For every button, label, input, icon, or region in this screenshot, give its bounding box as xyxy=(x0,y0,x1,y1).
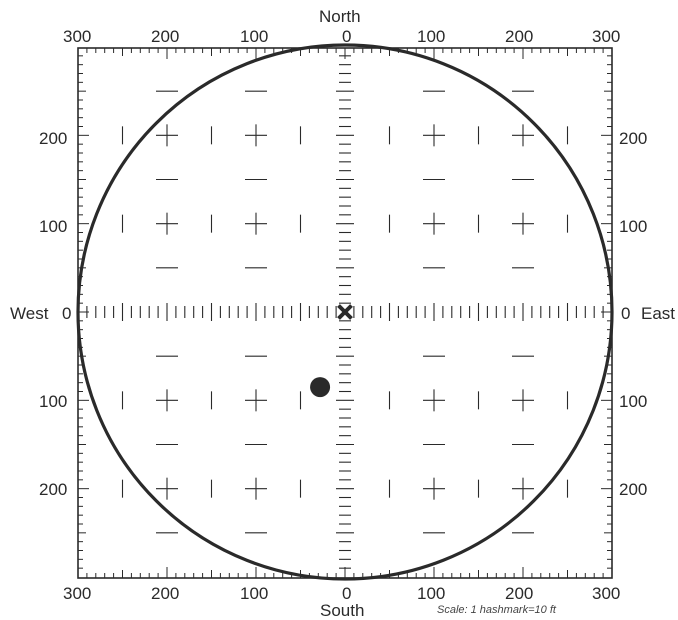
top-tick-label: 100 xyxy=(417,27,446,46)
east-label: East xyxy=(641,304,676,323)
bottom-tick-label: 100 xyxy=(417,584,446,603)
center-axes xyxy=(86,55,604,569)
right-tick-label: 100 xyxy=(619,392,648,411)
range-circle-outline xyxy=(76,43,614,581)
right-tick-label: 100 xyxy=(619,217,648,236)
left-tick-label: 0 xyxy=(62,304,72,323)
top-tick-label: 300 xyxy=(592,27,621,46)
top-tick-label: 100 xyxy=(240,27,269,46)
interior-marks xyxy=(121,90,569,534)
right-tick-label: 0 xyxy=(621,304,631,323)
location-dot-marker xyxy=(310,377,331,398)
range-circle xyxy=(76,43,614,581)
left-tick-label: 100 xyxy=(39,392,68,411)
bottom-tick-label: 300 xyxy=(63,584,92,603)
bottom-tick-label: 200 xyxy=(505,584,534,603)
top-tick-label: 0 xyxy=(342,27,352,46)
center-x-marker xyxy=(337,304,353,320)
bottom-tick-label: 300 xyxy=(592,584,621,603)
scale-note: Scale: 1 hashmark=10 ft xyxy=(437,604,556,616)
markers xyxy=(310,304,353,398)
top-tick-label: 200 xyxy=(505,27,534,46)
top-tick-label: 300 xyxy=(63,27,92,46)
top-tick-label: 200 xyxy=(151,27,180,46)
right-tick-label: 200 xyxy=(619,129,648,148)
left-tick-label: 100 xyxy=(39,217,68,236)
bottom-tick-label: 0 xyxy=(342,584,352,603)
bottom-tick-label: 100 xyxy=(240,584,269,603)
west-label: West xyxy=(10,304,49,323)
left-tick-label: 200 xyxy=(39,129,68,148)
left-tick-label: 200 xyxy=(39,480,68,499)
north-label: North xyxy=(319,7,361,26)
bottom-tick-label: 200 xyxy=(151,584,180,603)
right-tick-label: 200 xyxy=(619,480,648,499)
south-label: South xyxy=(320,601,365,620)
hashmark-ticks xyxy=(78,48,612,578)
